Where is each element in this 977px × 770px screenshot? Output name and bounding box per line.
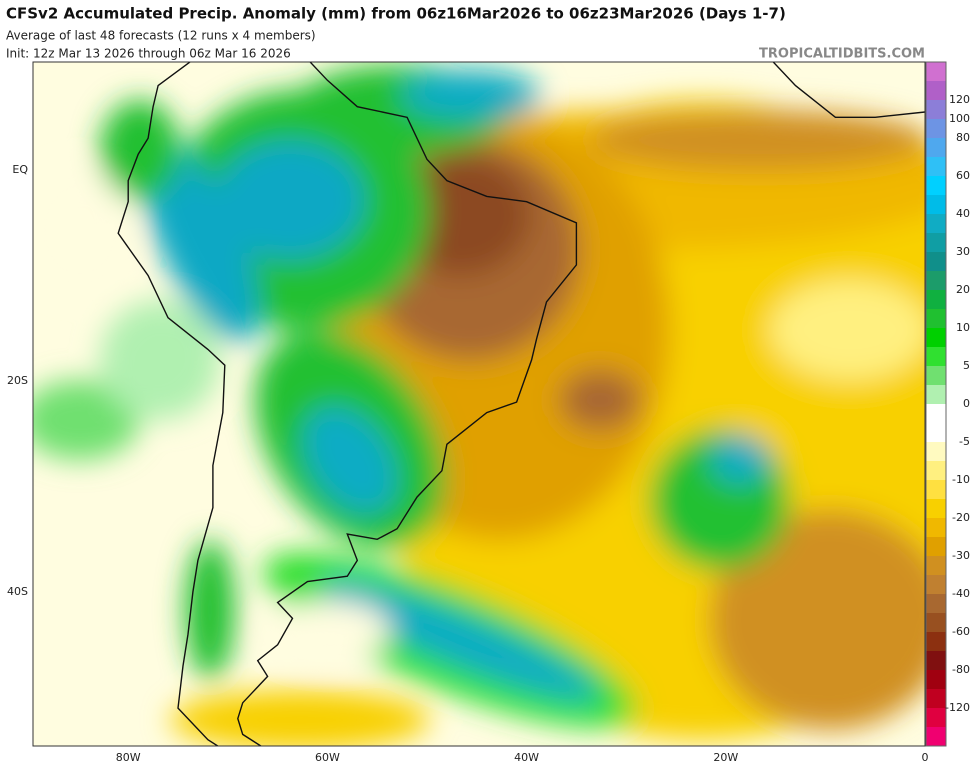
colorbar-swatch [926,537,946,557]
lon-label: 60W [315,751,340,764]
colorbar-swatch [926,461,946,481]
colorbar-label: -30 [952,549,970,562]
colorbar-swatch [926,100,946,120]
colorbar-swatch [926,252,946,272]
colorbar-label: 120 [949,93,970,106]
colorbar-swatch [926,689,946,709]
colorbar-label: -20 [952,511,970,524]
colorbar-swatch [926,404,946,424]
map [33,62,925,746]
colorbar-swatch [926,309,946,329]
lon-label: 40W [514,751,539,764]
colorbar-label: -5 [959,435,970,448]
colorbar-swatch [926,518,946,538]
colorbar-swatch [926,594,946,614]
colorbar-swatch [926,138,946,158]
coastline [772,62,925,118]
colorbar-swatch [926,271,946,291]
colorbar-label: -60 [952,625,970,638]
colorbar-swatch [926,347,946,367]
colorbar-swatch [926,290,946,310]
colorbar-swatch [926,385,946,405]
colorbar-swatch [926,613,946,633]
colorbar-swatch [926,119,946,139]
colorbar-swatch [926,480,946,500]
axis-labels: EQ 20S 40S 80W 60W 40W 20W 0 [7,163,928,764]
colorbar-swatch [926,708,946,728]
colorbar: 120 100 80 60 40 30 20 10 5 0 -5 -10 -20 -30 -40 -60 -80… [925,61,970,747]
lon-label: 0 [922,751,929,764]
title: CFSv2 Accumulated Precip. Anomaly (mm) f… [6,5,786,23]
colorbar-label: 5 [963,359,970,372]
colorbar-swatch [926,214,946,234]
colorbar-label: 40 [956,207,970,220]
anomaly-field [33,65,925,746]
colorbar-swatch [926,366,946,386]
init-text: Init: 12z Mar 13 2026 through 06z Mar 16… [6,47,291,61]
colorbar-label: 100 [949,112,970,125]
colorbar-swatch [926,157,946,177]
lat-label: 40S [7,585,28,598]
colorbar-label: 20 [956,283,970,296]
colorbar-swatch [926,556,946,576]
colorbar-label: 30 [956,245,970,258]
colorbar-label: -10 [952,473,970,486]
colorbar-swatch [926,727,946,747]
map-frame [32,61,926,747]
colorbar-swatch [926,62,946,82]
colorbar-swatch [926,195,946,215]
lat-label: EQ [12,163,28,176]
colorbar-swatch [926,499,946,519]
colorbar-swatch [926,328,946,348]
colorbar-swatch [926,575,946,595]
colorbar-swatch [926,651,946,671]
credit: TROPICALTIDBITS.COM [759,47,925,62]
colorbar-frame [925,61,947,747]
lon-label: 80W [116,751,141,764]
colorbar-label: 10 [956,321,970,334]
colorbar-swatch [926,176,946,196]
colorbar-label: -120 [945,701,970,714]
colorbar-label: 60 [956,169,970,182]
colorbar-swatch [926,233,946,253]
colorbar-swatch [926,423,946,443]
colorbar-swatch [926,442,946,462]
colorbar-label: 0 [963,397,970,410]
colorbar-label: -80 [952,663,970,676]
colorbar-label: -40 [952,587,970,600]
subtitle: Average of last 48 forecasts (12 runs x … [6,29,316,43]
colorbar-label: 80 [956,131,970,144]
colorbar-swatch [926,632,946,652]
lat-label: 20S [7,374,28,387]
colorbar-swatch [926,670,946,690]
colorbar-swatch [926,81,946,101]
coastline [117,62,578,746]
lon-label: 20W [713,751,738,764]
